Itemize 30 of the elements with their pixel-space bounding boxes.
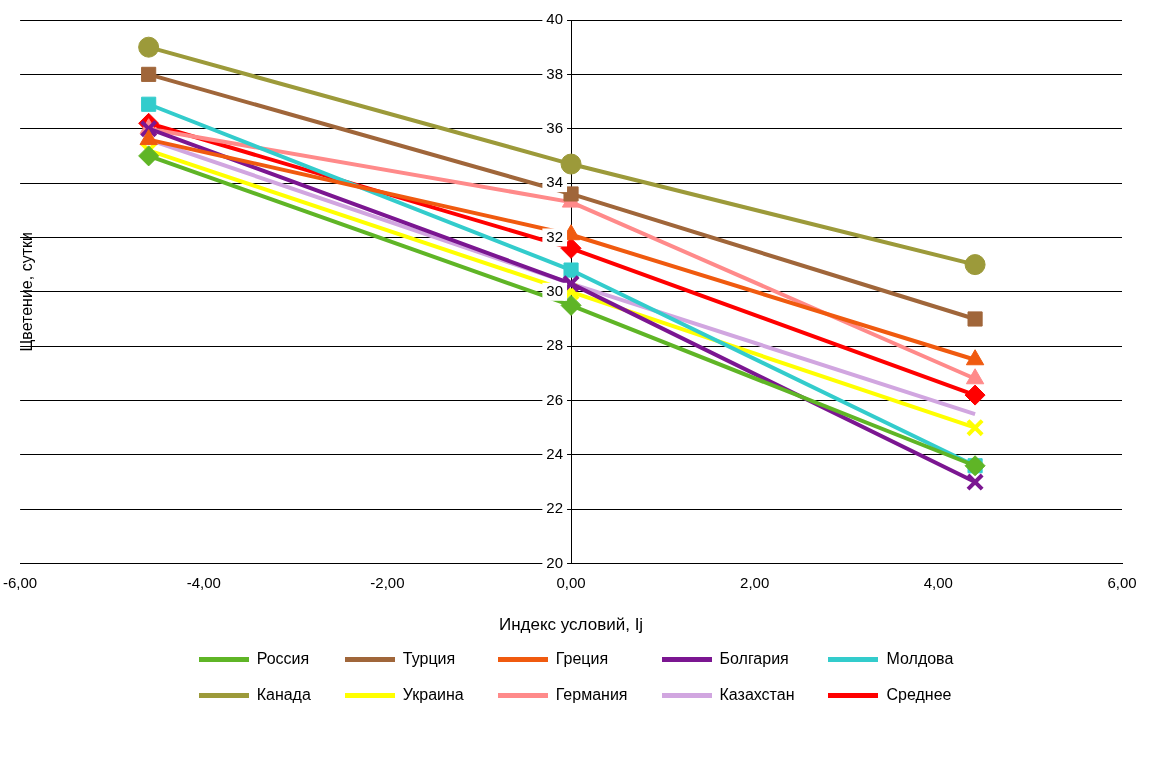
y-tick-label: 34 xyxy=(546,173,564,191)
y-tick-label: 32 xyxy=(546,227,564,245)
legend-label: Казахстан xyxy=(719,686,795,704)
y-tick-label: 20 xyxy=(546,553,564,571)
y-tick-label: 24 xyxy=(546,445,564,463)
x-axis-title: Индекс условий, Ij xyxy=(498,615,644,635)
y-tick-label: 30 xyxy=(546,281,564,299)
legend-label: Болгария xyxy=(719,650,789,668)
x-tick-label: -4,00 xyxy=(186,573,221,591)
x-tick-label: -6,00 xyxy=(2,573,38,591)
x-tick-label: -2,00 xyxy=(370,573,405,591)
y-tick-label: 40 xyxy=(546,10,564,28)
x-tick-label: 6,00 xyxy=(1107,573,1137,591)
y-tick-label: 36 xyxy=(546,118,564,136)
legend-label: Канада xyxy=(256,686,311,704)
y-tick-label: 28 xyxy=(546,336,564,354)
legend-label: Украина xyxy=(402,686,464,704)
legend-label: Молдова xyxy=(886,650,954,668)
legend-label: Греция xyxy=(555,650,609,668)
x-tick-label: 0,00 xyxy=(556,573,586,591)
y-tick-label: 38 xyxy=(546,64,564,82)
y-tick-label: 22 xyxy=(546,499,564,517)
legend-label: Россия xyxy=(256,650,310,668)
legend-label: Среднее xyxy=(886,686,952,704)
x-tick-label: 4,00 xyxy=(923,573,953,591)
y-tick-label: 26 xyxy=(546,390,564,408)
y-axis-title: Цветение, сутки xyxy=(18,232,36,352)
legend-label: Германия xyxy=(555,686,628,704)
x-tick-label: 2,00 xyxy=(740,573,770,591)
legend-label: Турция xyxy=(402,650,456,668)
